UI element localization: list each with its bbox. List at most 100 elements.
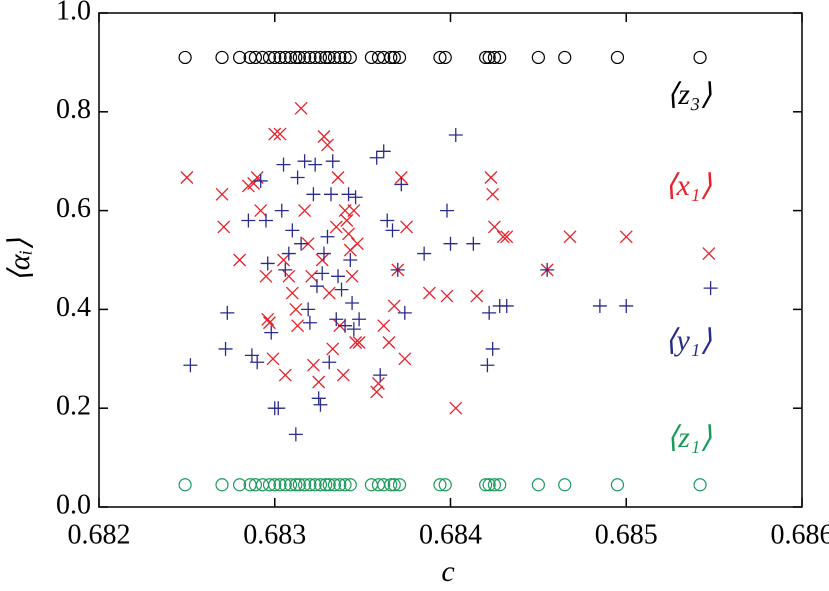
point [496,230,510,244]
point [247,176,261,190]
point [273,127,287,141]
point [499,298,514,313]
x-tick-label: 0.682 [68,519,131,550]
point [292,478,306,492]
point [482,478,496,492]
point [233,50,247,65]
point [254,204,268,218]
point [702,247,716,261]
point [400,220,414,234]
point [438,50,452,65]
point [343,253,358,267]
point [352,336,366,349]
point [313,50,328,65]
point [274,203,289,218]
point [610,50,625,65]
point [331,269,346,284]
point [261,312,275,326]
point [289,50,303,65]
point [289,478,303,492]
point [387,299,401,313]
point [338,318,353,333]
point [233,478,247,492]
point [283,478,298,492]
point [180,171,194,184]
point [392,478,407,492]
point [329,312,344,327]
point [327,478,342,492]
point [480,358,495,373]
point [313,478,328,492]
point [317,130,331,143]
point [285,286,299,300]
x-tick-label: 0.685 [595,519,658,550]
point [384,50,398,65]
point [308,157,323,172]
point [345,269,359,283]
point [259,269,273,283]
point [433,478,447,492]
point [347,204,361,218]
point [281,246,296,261]
y-tick-label: 1.0 [56,0,91,26]
point [268,478,282,492]
point [338,50,352,65]
point [322,355,337,370]
point [178,478,192,492]
point [350,237,364,251]
y-tick-label: 0.2 [56,391,91,422]
point [241,213,256,228]
point [291,319,305,333]
point [285,223,300,238]
point [390,262,405,277]
point [323,187,338,202]
point [619,298,634,313]
point [373,368,388,383]
point [500,230,514,244]
point [369,150,384,165]
point [294,101,308,115]
point [493,478,507,492]
point [322,286,336,300]
point [306,187,321,202]
point [384,478,398,492]
point [290,170,305,185]
point [218,341,233,356]
point [326,342,340,356]
point [308,478,322,492]
point [336,368,350,382]
point [313,397,328,412]
point [540,262,555,277]
point [329,220,343,234]
point [563,230,577,244]
point [470,289,484,303]
point [443,236,458,251]
series-label: ⟨z₁⟩ [666,421,712,454]
series-label: ⟨x₁⟩ [665,169,712,202]
point [487,478,502,492]
point [376,144,391,159]
point [217,220,231,234]
y-tick-label: 0.6 [56,193,91,224]
point [289,302,303,316]
point [334,282,349,297]
point [268,127,282,141]
point [288,427,303,442]
point [343,478,357,492]
series-label: ⟨z₃⟩ [666,78,712,111]
point [348,190,363,205]
point [341,187,356,202]
point [278,478,292,492]
point [352,312,367,327]
point [273,50,287,65]
point [220,305,235,320]
point [486,187,500,201]
point [266,352,280,366]
point [262,478,277,492]
point [493,50,507,65]
y-axis-label: ⟨αᵢ⟩ [3,238,36,282]
point [394,177,409,192]
point [439,203,454,218]
point [479,478,493,492]
point [449,401,463,415]
